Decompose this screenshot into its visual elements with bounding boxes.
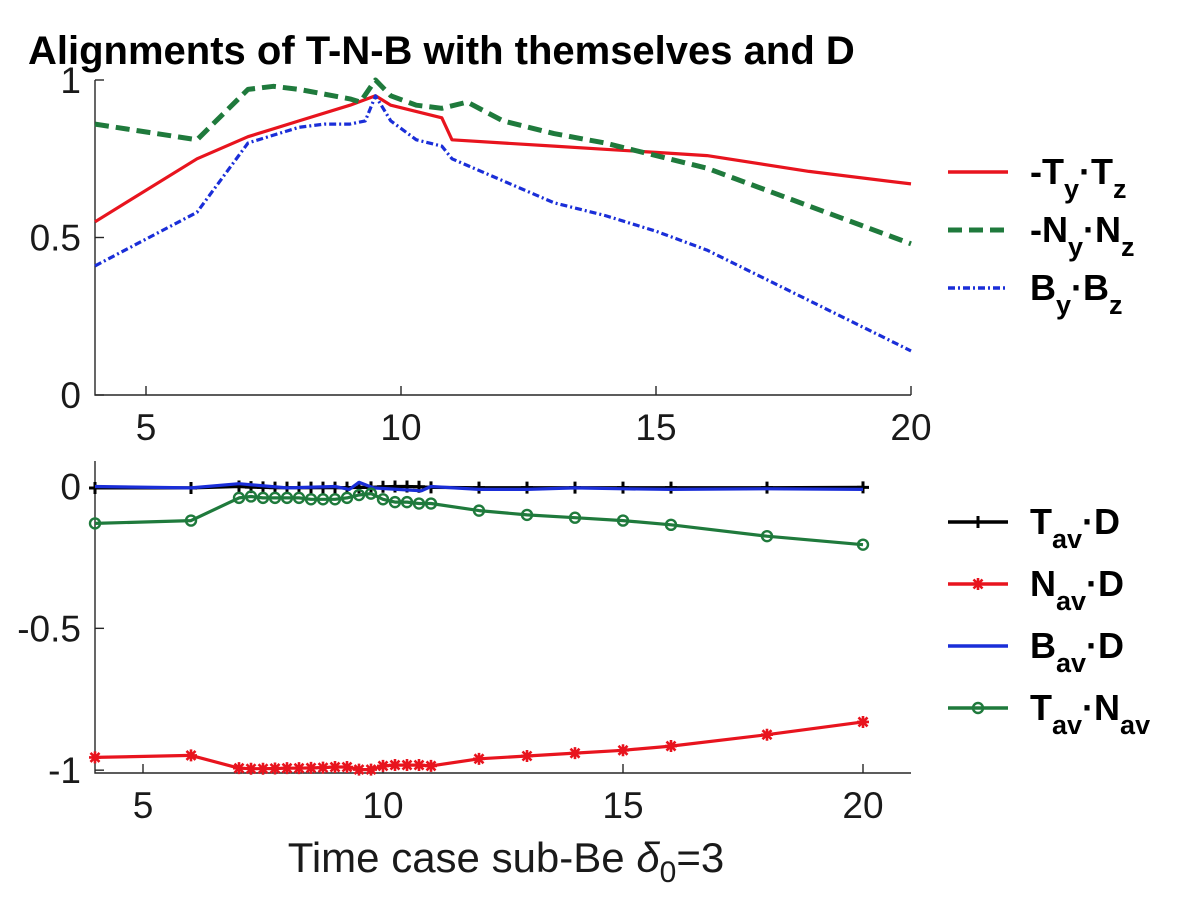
- data-point-nav-d: [761, 728, 773, 741]
- data-point-tav-d: [857, 481, 869, 494]
- y-tick-label: -0.5: [17, 608, 81, 649]
- data-point-nav-d: [257, 762, 269, 775]
- data-point-tav-nav: [256, 491, 270, 505]
- data-point-tav-nav: [268, 491, 282, 505]
- chart-title: Alignments of T-N-B with themselves and …: [28, 29, 855, 73]
- series-line-tav-nav: [94, 492, 864, 547]
- legend-label-bav-d: Bav·D: [1030, 625, 1124, 678]
- data-point-tav-d: [521, 481, 533, 494]
- data-point-nav-d: [293, 762, 305, 775]
- data-point-tav-d: [665, 481, 677, 494]
- y-tick-label: 0: [60, 375, 81, 416]
- data-point-tav-nav: [664, 518, 678, 532]
- legend-label-tav-d: Tav·D: [1030, 501, 1120, 554]
- y-tick-label: 0.5: [30, 218, 81, 259]
- axes: [94, 80, 911, 396]
- data-point-nav-d: [425, 759, 437, 772]
- data-point-nav-d: [569, 747, 581, 760]
- y-tick-label: 1: [60, 60, 81, 101]
- data-point-tav-nav: [184, 514, 198, 527]
- y-tick-label: -1: [48, 750, 81, 791]
- data-point-tav-nav: [400, 495, 414, 509]
- data-point-nav-d: [353, 763, 365, 776]
- data-point-tav-nav: [520, 508, 534, 522]
- data-point-tav-nav: [244, 490, 258, 503]
- x-tick-label: 15: [635, 407, 676, 448]
- legend-marker-tav-nav: [971, 701, 985, 715]
- series-line-by-bz: [94, 94, 912, 353]
- x-tick-label: 20: [890, 407, 931, 448]
- data-point-nav-d: [185, 749, 197, 762]
- x-tick-label: 5: [136, 407, 157, 448]
- data-point-tav-nav: [424, 497, 438, 510]
- bottom-legend: Tav·D Nav·D Bav·D Tav·Nav: [948, 501, 1150, 740]
- series-line-ny-nz: [94, 77, 912, 247]
- x-tick-label: 10: [380, 407, 421, 448]
- data-point-nav-d: [341, 761, 353, 774]
- series-line-bav-d: [94, 480, 864, 493]
- x-tick-label: 5: [133, 785, 154, 826]
- data-point-tav-nav: [232, 491, 246, 505]
- data-point-tav-nav: [340, 491, 354, 505]
- data-point-nav-d: [521, 749, 533, 762]
- top-panel: 5 10 15 20 0 0.5 1: [30, 60, 932, 448]
- data-point-nav-d: [389, 759, 401, 772]
- y-tick-label: 0: [60, 467, 81, 508]
- data-point-nav-d: [305, 761, 317, 774]
- data-point-nav-d: [89, 751, 101, 764]
- data-point-nav-d: [245, 762, 257, 775]
- data-point-tav-nav: [568, 511, 582, 524]
- data-point-nav-d: [857, 715, 869, 728]
- data-point-nav-d: [401, 759, 413, 772]
- data-point-tav-nav: [292, 491, 306, 505]
- series-line-ty-tz: [94, 94, 912, 224]
- data-point-tav-nav: [472, 504, 486, 517]
- data-point-tav-nav: [376, 493, 390, 506]
- data-point-nav-d: [329, 761, 341, 774]
- data-point-tav-nav: [760, 529, 774, 543]
- legend-label-by-bz: By·Bz: [1030, 267, 1123, 320]
- legend-label-tav-nav: Tav·Nav: [1030, 687, 1150, 740]
- legend-label-ty-tz: -Ty·Tz: [1030, 151, 1127, 204]
- data-point-nav-d: [665, 740, 677, 753]
- data-point-tav-nav: [616, 514, 630, 527]
- bottom-panel: 5 10 15 20 0 -0.5 -1: [17, 461, 911, 826]
- data-point-nav-d: [413, 759, 425, 772]
- data-point-nav-d: [233, 762, 245, 775]
- x-tick-label: 15: [602, 785, 643, 826]
- data-point-tav-nav: [856, 538, 870, 551]
- data-point-nav-d: [617, 744, 629, 757]
- legend-marker-nav-d: [972, 578, 984, 590]
- data-point-nav-d: [473, 752, 485, 765]
- data-point-nav-d: [317, 761, 329, 774]
- legend-label-ny-nz: -Ny·Nz: [1030, 209, 1135, 262]
- x-axis-label: Time case sub-Be δ0=3: [288, 834, 725, 889]
- x-tick-label: 10: [362, 785, 403, 826]
- data-point-nav-d: [377, 759, 389, 772]
- data-point-tav-nav: [280, 491, 294, 505]
- x-tick-label: 20: [842, 785, 883, 826]
- legend-marker-tav-d: [972, 516, 984, 528]
- data-point-tav-nav: [88, 517, 102, 530]
- axes: [94, 461, 911, 774]
- data-point-tav-nav: [364, 487, 378, 500]
- data-point-tav-nav: [316, 493, 330, 506]
- data-point-tav-nav: [388, 495, 402, 509]
- data-point-tav-nav: [412, 497, 426, 510]
- data-point-nav-d: [269, 762, 281, 775]
- data-point-nav-d: [281, 762, 293, 775]
- data-point-nav-d: [365, 763, 377, 776]
- data-point-tav-nav: [352, 488, 366, 502]
- data-point-tav-nav: [328, 493, 342, 506]
- data-point-tav-nav: [304, 493, 318, 506]
- legend-label-nav-d: Nav·D: [1030, 563, 1124, 616]
